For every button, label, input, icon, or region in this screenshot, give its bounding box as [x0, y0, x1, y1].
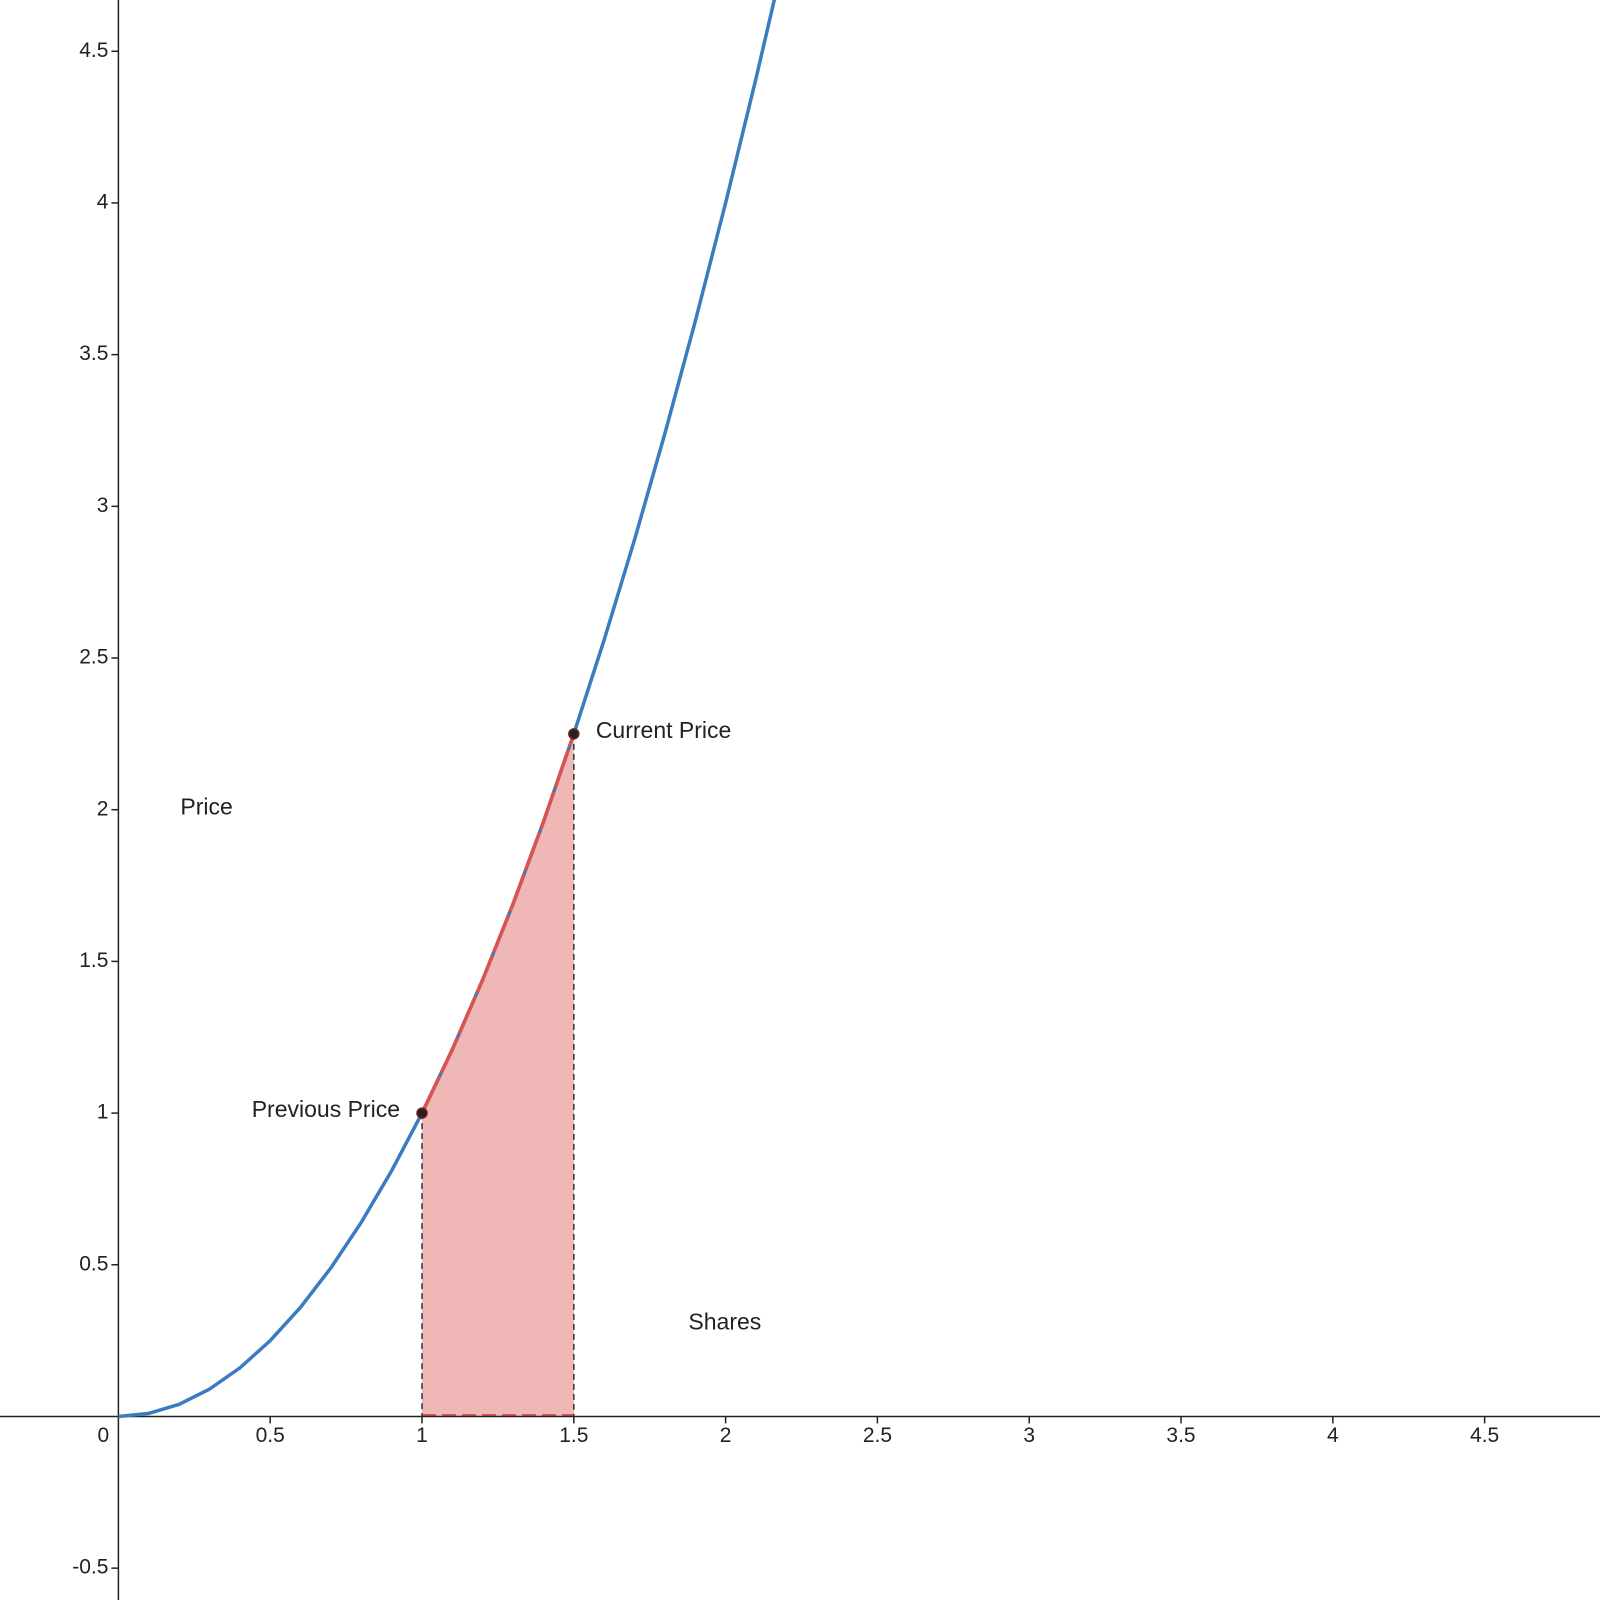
- y-tick-label: 4: [97, 191, 109, 214]
- x-tick-label: 3: [1023, 1424, 1035, 1447]
- x-tick-label: 4: [1327, 1424, 1339, 1447]
- x-tick-label: 2.5: [863, 1424, 892, 1447]
- y-tick-label: 1.5: [79, 949, 108, 972]
- y-tick-label: 1: [97, 1101, 109, 1124]
- y-tick-label: 3: [97, 494, 109, 517]
- x-axis-label: Shares: [688, 1309, 761, 1335]
- y-tick-label: -0.5: [72, 1556, 108, 1579]
- x-tick-label: 2: [720, 1424, 732, 1447]
- y-tick-label: 2.5: [79, 646, 108, 669]
- point: [568, 728, 580, 740]
- y-tick-label: 3.5: [79, 342, 108, 365]
- y-axis-label: Price: [180, 794, 232, 820]
- y-tick-label: 4.5: [79, 39, 108, 62]
- point-label: Previous Price: [252, 1096, 400, 1122]
- x-tick-label: 1: [416, 1424, 428, 1447]
- x-tick-label: 0.5: [256, 1424, 285, 1447]
- y-tick-label: 2: [97, 797, 109, 820]
- x-tick-label: 1.5: [559, 1424, 588, 1447]
- x-tick-label: 4.5: [1470, 1424, 1499, 1447]
- point: [416, 1107, 428, 1119]
- y-tick-label: 0.5: [79, 1252, 108, 1275]
- point-label: Current Price: [596, 717, 731, 743]
- x-tick-label: 0: [98, 1424, 110, 1447]
- shaded-area: [422, 733, 574, 1417]
- x-tick-label: 3.5: [1166, 1424, 1195, 1447]
- curve-highlight: [420, 733, 576, 1114]
